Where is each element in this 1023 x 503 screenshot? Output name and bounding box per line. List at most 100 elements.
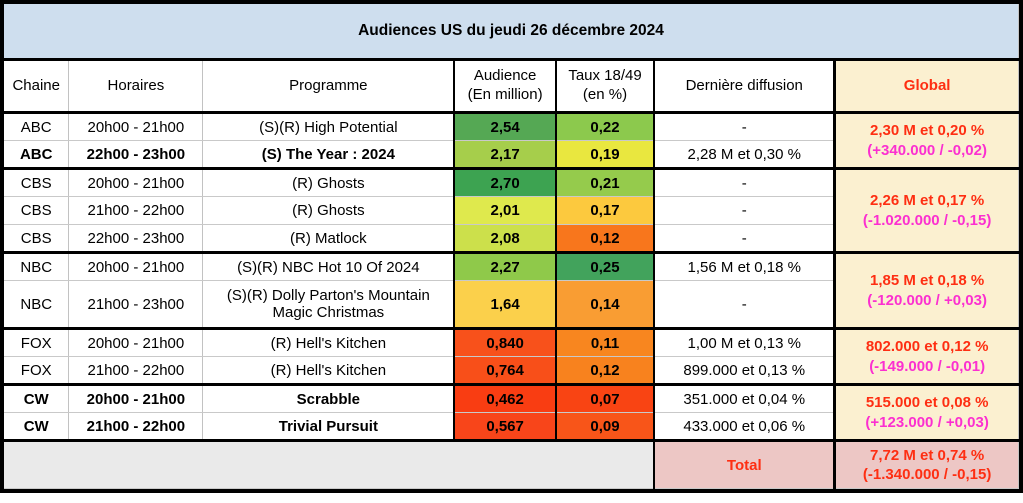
channel-cell: FOX <box>4 356 70 385</box>
audience-cell: 0,462 <box>454 383 557 413</box>
rate-cell: 0,22 <box>555 111 656 141</box>
global-delta: (-120.000 / +0,03) <box>867 291 987 309</box>
rate-cell: 0,21 <box>555 167 656 197</box>
global-value: 515.000 et 0,08 % <box>865 394 989 411</box>
audience-cell: 1,64 <box>454 280 557 329</box>
time-cell: 21h00 - 22h00 <box>68 412 204 441</box>
time-cell: 22h00 - 23h00 <box>68 224 204 253</box>
rate-cell: 0,11 <box>555 327 656 357</box>
audience-cell: 2,54 <box>454 111 557 141</box>
global-delta: (+340.000 / -0,02) <box>867 141 987 159</box>
time-cell: 20h00 - 21h00 <box>68 111 204 141</box>
last-diffusion-cell: - <box>654 224 837 253</box>
column-header-program: Programme <box>202 59 456 114</box>
table-row: FOX 20h00 - 21h00 (R) Hell's Kitchen 0,8… <box>4 327 1019 385</box>
last-diffusion-cell: 351.000 et 0,04 % <box>654 383 837 413</box>
program-cell: (S)(R) NBC Hot 10 Of 2024 <box>202 251 456 281</box>
audience-cell: 0,764 <box>454 356 557 385</box>
program-cell: (S)(R) High Potential <box>202 111 456 141</box>
footer-empty-cell <box>4 439 656 489</box>
program-cell: (R) Hell's Kitchen <box>202 327 456 357</box>
table-row: CW 21h00 - 22h00 Trivial Pursuit 0,567 0… <box>4 412 1019 441</box>
rate-cell: 0,07 <box>555 383 656 413</box>
audience-header-line1: Audience <box>473 67 537 85</box>
table-row: NBC 20h00 - 21h00 (S)(R) NBC Hot 10 Of 2… <box>4 251 1019 329</box>
global-delta: (-149.000 / -0,01) <box>869 357 986 375</box>
channel-cell: NBC <box>4 251 70 281</box>
table-title: Audiences US du jeudi 26 décembre 2024 <box>4 4 1019 61</box>
global-value: 2,26 M et 0,17 % <box>870 192 985 209</box>
time-cell: 21h00 - 22h00 <box>68 356 204 385</box>
global-value: 802.000 et 0,12 % <box>865 338 989 355</box>
total-delta: (-1.340.000 / -0,15) <box>862 466 992 483</box>
column-header-channel: Chaine <box>4 59 70 114</box>
channel-cell: CBS <box>4 196 70 225</box>
time-cell: 20h00 - 21h00 <box>68 327 204 357</box>
audience-table: Audiences US du jeudi 26 décembre 2024 C… <box>4 4 1019 489</box>
audience-cell: 2,01 <box>454 196 557 225</box>
table-row: CBS 20h00 - 21h00 (R) Ghosts 2,70 0,21 -… <box>4 167 1019 253</box>
time-cell: 20h00 - 21h00 <box>68 251 204 281</box>
channel-cell: CBS <box>4 167 70 197</box>
audience-cell: 2,08 <box>454 224 557 253</box>
total-global-cell: 7,72 M et 0,74 % (-1.340.000 / -0,15) <box>834 439 1019 489</box>
audience-cell: 2,70 <box>454 167 557 197</box>
program-cell: (R) Matlock <box>202 224 456 253</box>
global-cell-cbs: 2,26 M et 0,17 % (-1.020.000 / -0,15) <box>834 167 1019 253</box>
column-header-rate: Taux 18/49 (en %) <box>555 59 656 114</box>
last-diffusion-cell: 2,28 M et 0,30 % <box>654 140 837 169</box>
global-cell-cw: 515.000 et 0,08 % (+123.000 / +0,03) <box>834 383 1019 441</box>
table-row: CBS 21h00 - 22h00 (R) Ghosts 2,01 0,17 - <box>4 196 1019 225</box>
time-cell: 20h00 - 21h00 <box>68 383 204 413</box>
rate-header-line1: Taux 18/49 <box>568 67 642 85</box>
rate-cell: 0,12 <box>555 356 656 385</box>
time-cell: 21h00 - 22h00 <box>68 196 204 225</box>
channel-cell: CW <box>4 412 70 441</box>
rate-cell: 0,14 <box>555 280 656 329</box>
global-value: 2,30 M et 0,20 % <box>870 122 985 139</box>
last-diffusion-cell: - <box>654 280 837 329</box>
channel-cell: CW <box>4 383 70 413</box>
column-header-last-diffusion: Dernière diffusion <box>654 59 837 114</box>
audience-cell: 2,27 <box>454 251 557 281</box>
column-header-time: Horaires <box>68 59 204 114</box>
last-diffusion-cell: - <box>654 167 837 197</box>
channel-cell: ABC <box>4 111 70 141</box>
time-cell: 21h00 - 23h00 <box>68 280 204 329</box>
global-cell-abc: 2,30 M et 0,20 % (+340.000 / -0,02) <box>834 111 1019 169</box>
table-row: CBS 22h00 - 23h00 (R) Matlock 2,08 0,12 … <box>4 224 1019 253</box>
global-cell-fox: 802.000 et 0,12 % (-149.000 / -0,01) <box>834 327 1019 385</box>
rate-cell: 0,09 <box>555 412 656 441</box>
audience-cell: 0,567 <box>454 412 557 441</box>
time-cell: 20h00 - 21h00 <box>68 167 204 197</box>
time-cell: 22h00 - 23h00 <box>68 140 204 169</box>
rate-cell: 0,17 <box>555 196 656 225</box>
last-diffusion-cell: - <box>654 111 837 141</box>
total-value: 7,72 M et 0,74 % <box>870 446 985 464</box>
column-header-audience: Audience (En million) <box>454 59 557 114</box>
audience-cell: 0,840 <box>454 327 557 357</box>
channel-cell: NBC <box>4 280 70 329</box>
last-diffusion-cell: - <box>654 196 837 225</box>
global-delta: (+123.000 / +0,03) <box>865 413 989 431</box>
last-diffusion-cell: 1,00 M et 0,13 % <box>654 327 837 357</box>
table-row: ABC 20h00 - 21h00 (S)(R) High Potential … <box>4 111 1019 169</box>
rate-cell: 0,12 <box>555 224 656 253</box>
rate-header-line2: (en %) <box>582 86 628 103</box>
program-cell: Scrabble <box>202 383 456 413</box>
global-value: 1,85 M et 0,18 % <box>870 272 985 289</box>
total-row: Total 7,72 M et 0,74 % (-1.340.000 / -0,… <box>4 439 1019 489</box>
program-cell: (R) Hell's Kitchen <box>202 356 456 385</box>
rate-cell: 0,25 <box>555 251 656 281</box>
program-cell: (R) Ghosts <box>202 167 456 197</box>
table-row: CW 20h00 - 21h00 Scrabble 0,462 0,07 351… <box>4 383 1019 441</box>
program-cell: (S)(R) Dolly Parton's Mountain Magic Chr… <box>202 280 456 329</box>
channel-cell: FOX <box>4 327 70 357</box>
program-cell: (S) The Year : 2024 <box>202 140 456 169</box>
channel-cell: ABC <box>4 140 70 169</box>
last-diffusion-cell: 1,56 M et 0,18 % <box>654 251 837 281</box>
audience-header-line2: (En million) <box>467 86 543 103</box>
program-cell: (R) Ghosts <box>202 196 456 225</box>
program-cell: Trivial Pursuit <box>202 412 456 441</box>
